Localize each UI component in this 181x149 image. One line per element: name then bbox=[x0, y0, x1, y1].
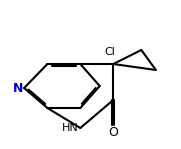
Text: N: N bbox=[13, 82, 23, 94]
Text: Cl: Cl bbox=[104, 47, 115, 57]
Text: HN: HN bbox=[62, 123, 78, 133]
Text: O: O bbox=[108, 126, 118, 139]
